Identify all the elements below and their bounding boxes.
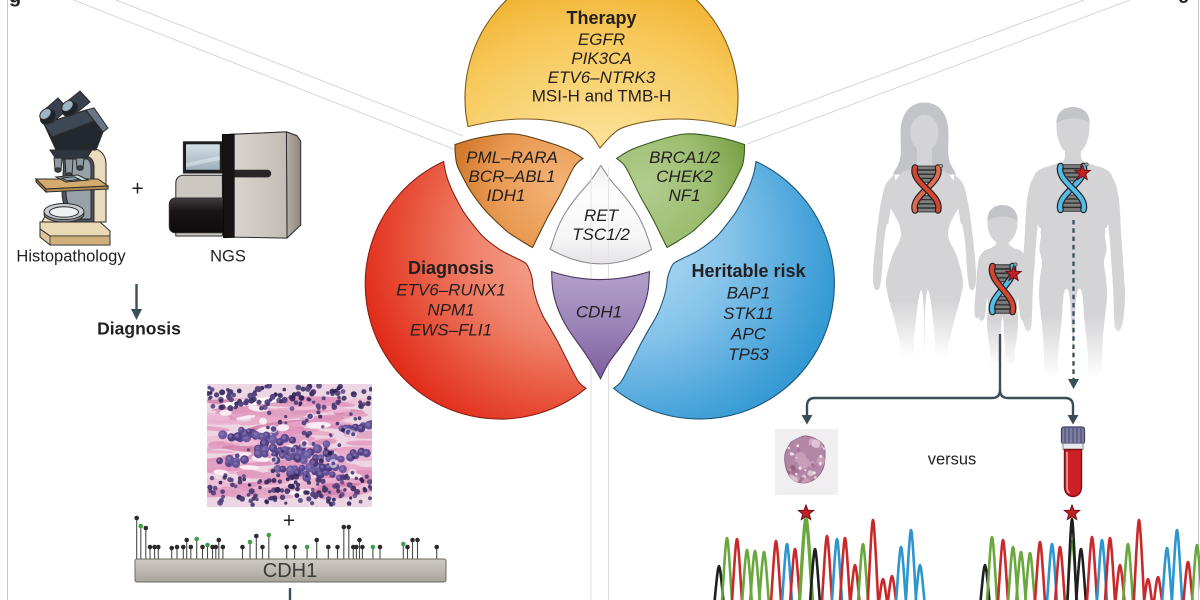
svg-text:ETV6–RUNX1: ETV6–RUNX1: [396, 280, 506, 299]
svg-text:CDH1: CDH1: [576, 302, 622, 321]
svg-text:Heritable risk: Heritable risk: [691, 261, 806, 281]
svg-text:CHEK2: CHEK2: [656, 167, 713, 186]
svg-text:EWS–FLI1: EWS–FLI1: [410, 320, 492, 339]
svg-text:+: +: [131, 178, 143, 201]
svg-text:IDH1: IDH1: [487, 186, 526, 205]
svg-text:RET: RET: [584, 206, 620, 225]
svg-text:Histopathology: Histopathology: [16, 247, 126, 265]
svg-text:BCR–ABL1: BCR–ABL1: [469, 167, 556, 186]
svg-text:BAP1: BAP1: [727, 283, 770, 302]
svg-text:BRCA1/2: BRCA1/2: [649, 148, 720, 167]
svg-text:TP53: TP53: [728, 345, 769, 364]
svg-text:APC: APC: [730, 324, 767, 343]
svg-text:STK11: STK11: [723, 304, 774, 323]
svg-text:NGS: NGS: [210, 247, 246, 265]
svg-text:Therapy: Therapy: [566, 8, 636, 28]
svg-text:versus: versus: [928, 450, 977, 468]
svg-text:c: c: [1178, 0, 1189, 8]
svg-text:Diagnosis: Diagnosis: [408, 258, 494, 278]
svg-text:NF1: NF1: [668, 186, 700, 205]
svg-text:EGFR: EGFR: [578, 30, 625, 49]
svg-text:PIK3CA: PIK3CA: [571, 49, 631, 68]
svg-text:MSI-H and TMB-H: MSI-H and TMB-H: [532, 86, 672, 105]
svg-text:PML–RARA: PML–RARA: [466, 148, 558, 167]
svg-text:CDH1: CDH1: [263, 560, 317, 582]
svg-text:Diagnosis: Diagnosis: [97, 319, 181, 339]
svg-text:+: +: [283, 510, 295, 533]
svg-text:TSC1/2: TSC1/2: [572, 225, 630, 244]
svg-text:ETV6–NTRK3: ETV6–NTRK3: [548, 68, 656, 87]
svg-text:NPM1: NPM1: [427, 300, 474, 319]
svg-text:g: g: [9, 0, 21, 8]
